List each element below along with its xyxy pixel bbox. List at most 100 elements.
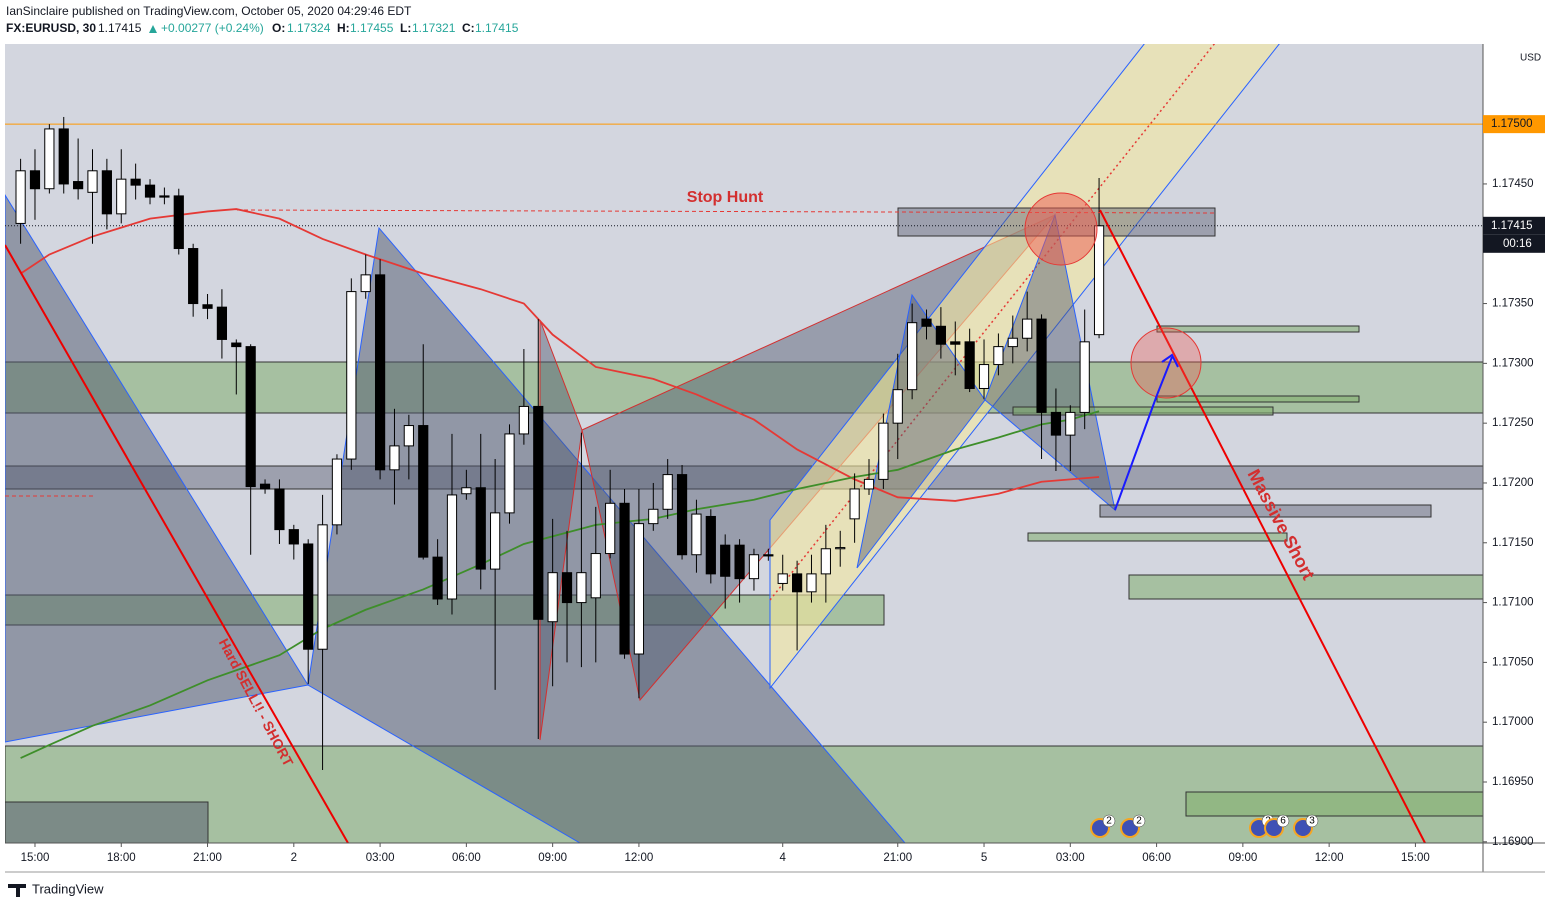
candle-body xyxy=(504,433,515,514)
x-tick-label: 03:00 xyxy=(366,852,395,864)
candle-body xyxy=(518,405,529,435)
candle-body xyxy=(259,483,271,490)
candle-body xyxy=(950,341,961,345)
logo xyxy=(8,884,26,897)
candle-body xyxy=(576,572,587,604)
candle-body xyxy=(29,170,41,190)
candle-body xyxy=(389,445,400,471)
zone xyxy=(1156,395,1360,403)
high-value: 1.17455 xyxy=(350,21,394,35)
candle-body xyxy=(1036,318,1047,413)
channel xyxy=(769,44,1280,690)
candle-body xyxy=(1093,225,1105,336)
series-layer xyxy=(15,116,1105,771)
candle-body xyxy=(605,502,616,555)
currency: USD xyxy=(1520,53,1541,64)
trend-line xyxy=(5,244,349,843)
candle-body xyxy=(633,523,645,655)
event-badge xyxy=(1305,814,1319,828)
countdown-box xyxy=(1483,234,1545,253)
y-tick-label: 1.17200 xyxy=(1492,477,1534,489)
candle-body xyxy=(935,325,946,345)
candle-body xyxy=(892,389,903,424)
candle-body xyxy=(490,512,501,570)
candle-body xyxy=(561,572,573,604)
candle-body xyxy=(403,425,414,447)
y-tick-label: 1.17000 xyxy=(1492,716,1534,728)
candle-body xyxy=(231,342,242,348)
change: +0.00277 (+0.24%) xyxy=(161,21,264,35)
candle-body xyxy=(245,346,256,488)
candle-body xyxy=(748,554,760,580)
candle-body xyxy=(590,553,601,599)
candle-body xyxy=(619,502,630,655)
drawings-under xyxy=(5,44,1483,843)
candle-body xyxy=(806,573,817,593)
zone xyxy=(1185,791,1483,817)
event-count: 6 xyxy=(1280,816,1286,827)
annotation: Stop Hunt xyxy=(687,189,764,206)
candle-body xyxy=(173,195,184,250)
candle-body xyxy=(346,291,357,460)
open-label: O: xyxy=(272,21,285,35)
candle-body xyxy=(188,248,199,305)
x-tick-label: 4 xyxy=(780,852,787,864)
candle-body xyxy=(475,487,486,570)
published-line: IanSinclaire published on TradingView.co… xyxy=(6,4,412,18)
symbol: FX:EURUSD, 30 xyxy=(6,21,96,35)
candle-body xyxy=(907,322,918,391)
price-axis xyxy=(1483,44,1545,872)
y-tick-label: 1.16950 xyxy=(1492,776,1534,788)
candle-body xyxy=(820,548,831,575)
candle-body xyxy=(44,128,55,190)
candle-body xyxy=(849,488,860,520)
y-tick-label: 1.17050 xyxy=(1492,656,1534,668)
y-tick-label: 1.17450 xyxy=(1492,178,1534,190)
candle-body xyxy=(648,508,659,525)
up-arrow xyxy=(149,25,157,33)
low-label: L: xyxy=(400,21,411,35)
candle-body xyxy=(662,474,673,510)
candle-body xyxy=(978,364,990,389)
candle-body xyxy=(303,543,314,650)
candle-body xyxy=(835,547,846,550)
candle-body xyxy=(461,487,472,495)
candle-body xyxy=(216,306,228,340)
event-count: 2 xyxy=(1106,816,1112,827)
event-badge xyxy=(1276,814,1290,828)
candle-body xyxy=(921,318,932,327)
candle-body xyxy=(432,556,443,600)
y-tick-label: 1.17100 xyxy=(1492,597,1534,609)
candle-body xyxy=(87,170,98,193)
trend-line xyxy=(1099,209,1426,843)
y-tick-label: 1.17350 xyxy=(1492,298,1534,310)
candle-body xyxy=(964,341,975,389)
moving-average xyxy=(20,208,1100,502)
candle-body xyxy=(360,274,371,293)
candle-body xyxy=(1065,411,1076,436)
candle-body xyxy=(763,554,774,557)
candle-body xyxy=(159,195,170,198)
last-price: 1.17415 xyxy=(98,21,142,35)
candle-body xyxy=(676,474,688,556)
zone xyxy=(1099,504,1432,518)
x-tick-label: 06:00 xyxy=(1142,852,1171,864)
candle-body xyxy=(705,515,716,575)
low-value: 1.17321 xyxy=(412,21,456,35)
candle-body xyxy=(116,178,127,215)
close-label: C: xyxy=(462,21,475,35)
candle-body xyxy=(993,346,1004,366)
x-tick-label: 03:00 xyxy=(1056,852,1085,864)
x-tick-label: 5 xyxy=(981,852,987,864)
candle-body xyxy=(130,178,141,186)
x-tick-label: 12:00 xyxy=(625,852,654,864)
candle-body xyxy=(791,573,803,593)
countdown: 00:16 xyxy=(1503,238,1532,250)
candle-body xyxy=(15,170,26,224)
candle-body xyxy=(101,170,112,215)
price-label: 1.17500 xyxy=(1491,118,1533,130)
close-value: 1.17415 xyxy=(475,21,519,35)
x-tick-label: 2 xyxy=(291,852,297,864)
